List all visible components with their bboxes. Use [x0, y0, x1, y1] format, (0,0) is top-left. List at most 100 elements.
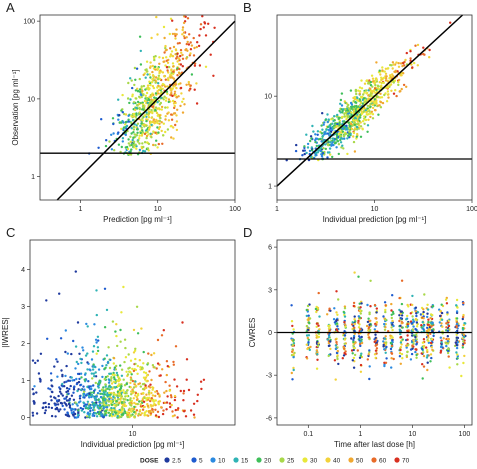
data-point: [123, 112, 126, 116]
data-point: [392, 324, 395, 328]
data-point: [336, 357, 339, 361]
data-point: [341, 127, 345, 130]
data-point: [172, 112, 176, 115]
data-point: [328, 329, 331, 332]
data-point: [134, 108, 137, 112]
data-point: [147, 149, 150, 152]
data-point: [335, 340, 338, 344]
data-point: [422, 317, 425, 320]
x-tick-label: 10: [408, 431, 416, 438]
data-point: [158, 114, 161, 118]
data-point: [136, 100, 140, 104]
data-point: [192, 413, 196, 416]
data-point: [352, 338, 355, 342]
legend-item: 20: [256, 457, 272, 465]
data-point: [117, 131, 120, 134]
data-point: [352, 140, 356, 144]
data-point: [332, 318, 336, 321]
plot-frame: [276, 14, 473, 201]
data-point: [108, 379, 111, 382]
data-point: [399, 324, 402, 327]
data-point: [164, 118, 167, 121]
data-point: [96, 349, 100, 353]
data-point: [454, 341, 457, 344]
data-point: [324, 143, 327, 146]
data-point: [148, 370, 151, 373]
data-point: [157, 82, 160, 85]
data-point: [316, 133, 319, 136]
data-point: [292, 353, 295, 356]
data-point: [323, 133, 326, 136]
data-point: [38, 377, 42, 380]
data-point: [109, 393, 112, 396]
data-point: [147, 116, 151, 119]
data-point: [146, 73, 149, 76]
legend-label: 20: [264, 458, 272, 465]
data-point: [72, 408, 76, 411]
data-point: [292, 366, 295, 370]
data-point: [316, 130, 320, 133]
data-point: [316, 306, 320, 310]
data-point: [196, 399, 199, 403]
data-point: [143, 412, 146, 415]
data-point: [336, 313, 339, 316]
data-point: [405, 318, 408, 321]
legend-item: 5: [191, 457, 203, 465]
data-point: [357, 321, 360, 324]
data-point: [146, 396, 149, 400]
data-point: [113, 373, 116, 377]
data-point: [422, 324, 425, 328]
data-point: [170, 71, 173, 75]
data-point: [86, 325, 89, 328]
data-point: [398, 296, 401, 300]
data-point: [104, 412, 107, 416]
data-point: [358, 342, 362, 346]
data-point: [111, 373, 114, 376]
data-point: [64, 350, 67, 354]
data-point: [135, 106, 138, 110]
data-point: [445, 322, 448, 325]
data-point: [107, 393, 111, 397]
data-point: [142, 371, 146, 374]
data-point: [183, 103, 186, 106]
data-point: [367, 97, 370, 100]
data-point: [63, 408, 66, 411]
data-point: [400, 352, 404, 356]
data-point: [162, 122, 165, 125]
panel-label: D: [243, 225, 252, 240]
data-point: [121, 406, 124, 409]
data-point: [352, 135, 355, 138]
data-point: [151, 399, 155, 402]
data-point: [67, 392, 70, 395]
data-point: [316, 344, 320, 348]
data-point: [171, 415, 175, 418]
data-point: [158, 119, 162, 123]
data-point: [175, 33, 178, 36]
data-point: [118, 388, 122, 391]
data-point: [160, 406, 163, 409]
data-point: [382, 340, 385, 343]
data-point: [115, 364, 118, 368]
data-point: [130, 373, 133, 376]
data-point: [462, 333, 466, 336]
data-point: [375, 307, 378, 310]
data-point: [153, 121, 157, 125]
data-point: [342, 108, 345, 111]
data-point: [147, 142, 151, 146]
data-point: [87, 362, 90, 365]
data-point: [353, 318, 356, 321]
data-point: [112, 380, 116, 383]
panel-label: A: [6, 0, 15, 15]
data-point: [134, 394, 137, 397]
data-point: [113, 366, 117, 369]
data-point: [126, 413, 129, 417]
data-point: [117, 118, 120, 121]
data-point: [460, 374, 463, 378]
data-point: [121, 111, 125, 114]
data-point: [315, 310, 318, 314]
data-point: [140, 327, 143, 330]
data-point: [112, 362, 116, 365]
data-point: [154, 131, 157, 134]
data-point: [371, 91, 374, 94]
data-point: [384, 335, 387, 338]
